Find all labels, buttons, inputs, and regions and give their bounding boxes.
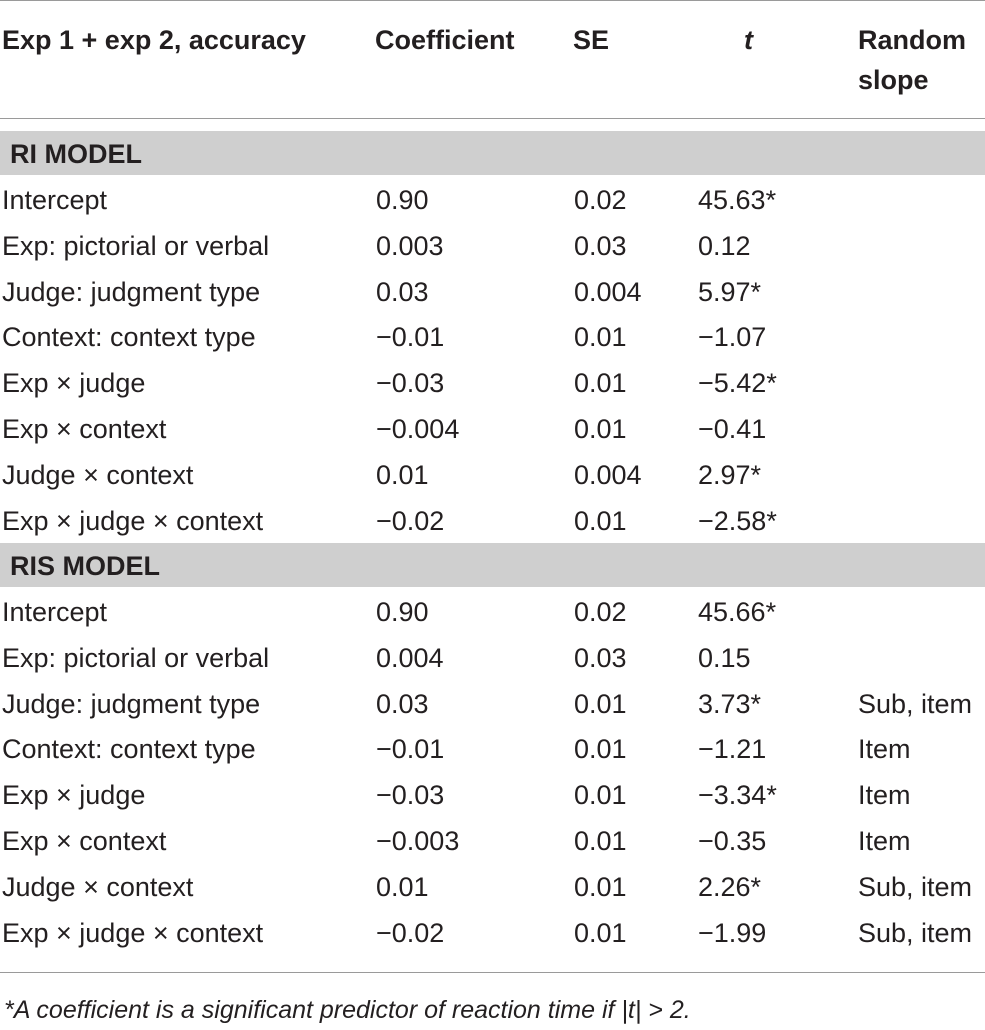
header-se: SE (573, 25, 610, 55)
table-row: Exp × judge −0.03 0.01 −3.34* Item (0, 772, 985, 818)
t-value-cell: 0.15 (698, 642, 751, 673)
t-value-cell: −3.34* (698, 780, 777, 811)
coefficient-cell: 0.03 (376, 276, 429, 307)
header-coefficient: Coefficient (375, 25, 515, 55)
row-label: Judge × context (2, 871, 194, 902)
table-row: Exp × judge −0.03 0.01 −5.42* (0, 360, 985, 406)
se-cell: 0.03 (574, 642, 627, 673)
row-label: Judge: judgment type (2, 688, 261, 719)
se-cell: 0.01 (574, 322, 627, 353)
row-label: Intercept (2, 597, 108, 627)
header-rule (0, 118, 985, 119)
row-label: Exp × context (2, 414, 167, 444)
t-value-cell: −2.58* (698, 505, 777, 536)
t-value-cell: −1.99 (698, 917, 767, 948)
row-label: Exp × judge × context (2, 505, 264, 536)
coefficient-cell: 0.01 (376, 459, 429, 490)
t-value-cell: 45.66* (698, 597, 777, 627)
table-row: Exp × context −0.004 0.01 −0.41 (0, 406, 985, 452)
coefficient-cell: 0.90 (376, 185, 429, 215)
coefficient-cell: −0.01 (376, 734, 445, 765)
se-cell: 0.01 (574, 505, 627, 536)
coefficient-cell: 0.01 (376, 871, 429, 902)
se-cell: 0.02 (574, 597, 627, 627)
coefficient-cell: −0.003 (376, 826, 460, 856)
header-t: t (744, 25, 753, 55)
se-cell: 0.01 (574, 871, 627, 902)
coefficient-cell: 0.90 (376, 597, 429, 627)
row-label: Exp: pictorial or verbal (2, 230, 270, 261)
coefficient-cell: 0.004 (376, 642, 444, 673)
table-footnote: *A coefficient is a significant predicto… (4, 996, 691, 1024)
row-label: Exp: pictorial or verbal (2, 642, 270, 673)
random-slope-cell: Sub, item (858, 917, 973, 948)
coefficient-cell: −0.03 (376, 368, 445, 399)
random-slope-cell: Sub, item (858, 871, 973, 902)
se-cell: 0.01 (574, 368, 627, 399)
coefficient-cell: 0.03 (376, 688, 429, 719)
row-label: Context: context type (2, 734, 256, 765)
table-row: Judge × context 0.01 0.004 2.97* (0, 452, 985, 498)
row-label: Exp × judge (2, 780, 146, 811)
header-predictor: Exp 1 + exp 2, accuracy (2, 25, 306, 55)
table-row: Context: context type −0.01 0.01 −1.07 (0, 314, 985, 360)
table-row: Intercept 0.90 0.02 45.63* (0, 177, 985, 223)
t-value-cell: −5.42* (698, 368, 777, 399)
section-ri-model: RI MODEL (0, 131, 985, 175)
table-row: Context: context type −0.01 0.01 −1.21 Item (0, 726, 985, 772)
t-value-cell: −0.41 (698, 414, 767, 444)
table-row: Judge: judgment type 0.03 0.004 5.97* (0, 269, 985, 315)
se-cell: 0.01 (574, 414, 627, 444)
se-cell: 0.01 (574, 688, 627, 719)
t-value-cell: 3.73* (698, 688, 762, 719)
table-row: Exp × judge × context −0.02 0.01 −2.58* (0, 498, 985, 544)
t-value-cell: 2.26* (698, 871, 762, 902)
table-row: Exp: pictorial or verbal 0.003 0.03 0.12 (0, 223, 985, 269)
se-cell: 0.01 (574, 734, 627, 765)
t-value-cell: 5.97* (698, 276, 762, 307)
random-slope-cell: Item (858, 734, 911, 765)
se-cell: 0.01 (574, 826, 627, 856)
row-label: Intercept (2, 185, 108, 215)
row-label: Judge × context (2, 459, 194, 490)
se-cell: 0.004 (574, 459, 642, 490)
random-slope-cell: Item (858, 826, 911, 856)
row-label: Exp × judge (2, 368, 146, 399)
row-label: Exp × context (2, 826, 167, 856)
header-random-slope: Random slope (858, 25, 966, 95)
t-value-cell: −1.21 (698, 734, 767, 765)
coefficient-cell: −0.01 (376, 322, 445, 353)
t-value-cell: −0.35 (698, 826, 767, 856)
t-value-cell: 0.12 (698, 230, 751, 261)
se-cell: 0.03 (574, 230, 627, 261)
random-slope-cell: Sub, item (858, 688, 973, 719)
section-ris-model: RIS MODEL (0, 543, 985, 587)
coefficient-cell: −0.02 (376, 505, 445, 536)
coefficient-cell: −0.004 (376, 414, 460, 444)
t-value-cell: 2.97* (698, 459, 762, 490)
coefficient-cell: −0.02 (376, 917, 445, 948)
table-row: Judge × context 0.01 0.01 2.26* Sub, item (0, 864, 985, 910)
table-row: Exp × judge × context −0.02 0.01 −1.99 Sub, … (0, 910, 985, 956)
coefficient-cell: −0.03 (376, 780, 445, 811)
table-top-rule (0, 0, 985, 1)
t-value-cell: −1.07 (698, 322, 767, 353)
se-cell: 0.02 (574, 185, 627, 215)
se-cell: 0.01 (574, 917, 627, 948)
table-row: Exp × context −0.003 0.01 −0.35 Item (0, 818, 985, 864)
row-label: Judge: judgment type (2, 276, 261, 307)
se-cell: 0.01 (574, 780, 627, 811)
se-cell: 0.004 (574, 276, 642, 307)
table-row: Judge: judgment type 0.03 0.01 3.73* Sub, it… (0, 681, 985, 727)
coefficient-cell: 0.003 (376, 230, 444, 261)
table-bottom-rule (0, 972, 985, 973)
table-row: Exp: pictorial or verbal 0.004 0.03 0.15 (0, 635, 985, 681)
row-label: Context: context type (2, 322, 256, 353)
t-value-cell: 45.63* (698, 185, 777, 215)
random-slope-cell: Item (858, 780, 911, 811)
table-row: Intercept 0.90 0.02 45.66* (0, 589, 985, 635)
row-label: Exp × judge × context (2, 917, 264, 948)
